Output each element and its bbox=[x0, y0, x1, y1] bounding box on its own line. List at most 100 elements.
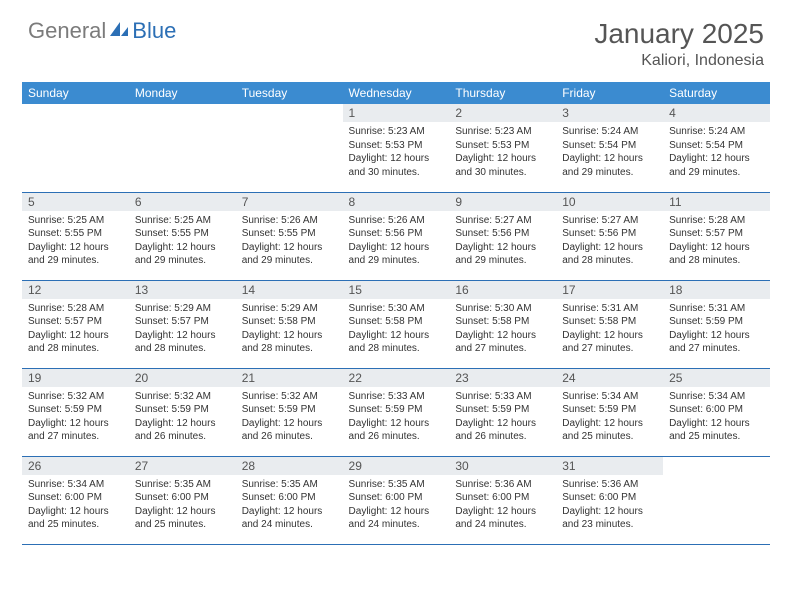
day-header: Monday bbox=[129, 82, 236, 104]
calendar-empty-cell bbox=[663, 456, 770, 544]
day-number: 7 bbox=[236, 193, 343, 211]
calendar-table: SundayMondayTuesdayWednesdayThursdayFrid… bbox=[22, 82, 770, 545]
calendar-day-cell: 30Sunrise: 5:36 AMSunset: 6:00 PMDayligh… bbox=[449, 456, 556, 544]
page-title: January 2025 bbox=[594, 18, 764, 50]
day-number: 15 bbox=[343, 281, 450, 299]
calendar-day-cell: 9Sunrise: 5:27 AMSunset: 5:56 PMDaylight… bbox=[449, 192, 556, 280]
day-details: Sunrise: 5:25 AMSunset: 5:55 PMDaylight:… bbox=[22, 211, 129, 270]
location-label: Kaliori, Indonesia bbox=[594, 52, 764, 70]
calendar-day-cell: 2Sunrise: 5:23 AMSunset: 5:53 PMDaylight… bbox=[449, 104, 556, 192]
day-number: 5 bbox=[22, 193, 129, 211]
day-header: Sunday bbox=[22, 82, 129, 104]
calendar-day-cell: 4Sunrise: 5:24 AMSunset: 5:54 PMDaylight… bbox=[663, 104, 770, 192]
day-details: Sunrise: 5:29 AMSunset: 5:57 PMDaylight:… bbox=[129, 299, 236, 358]
calendar-day-cell: 5Sunrise: 5:25 AMSunset: 5:55 PMDaylight… bbox=[22, 192, 129, 280]
calendar-day-cell: 15Sunrise: 5:30 AMSunset: 5:58 PMDayligh… bbox=[343, 280, 450, 368]
day-number: 6 bbox=[129, 193, 236, 211]
calendar-day-cell: 10Sunrise: 5:27 AMSunset: 5:56 PMDayligh… bbox=[556, 192, 663, 280]
calendar-day-cell: 1Sunrise: 5:23 AMSunset: 5:53 PMDaylight… bbox=[343, 104, 450, 192]
day-number: 19 bbox=[22, 369, 129, 387]
calendar-empty-cell bbox=[22, 104, 129, 192]
day-details: Sunrise: 5:36 AMSunset: 6:00 PMDaylight:… bbox=[449, 475, 556, 534]
day-details: Sunrise: 5:30 AMSunset: 5:58 PMDaylight:… bbox=[449, 299, 556, 358]
day-number: 25 bbox=[663, 369, 770, 387]
day-details: Sunrise: 5:34 AMSunset: 6:00 PMDaylight:… bbox=[663, 387, 770, 446]
day-details: Sunrise: 5:33 AMSunset: 5:59 PMDaylight:… bbox=[343, 387, 450, 446]
day-number: 10 bbox=[556, 193, 663, 211]
calendar-day-cell: 29Sunrise: 5:35 AMSunset: 6:00 PMDayligh… bbox=[343, 456, 450, 544]
day-number: 29 bbox=[343, 457, 450, 475]
calendar-day-cell: 13Sunrise: 5:29 AMSunset: 5:57 PMDayligh… bbox=[129, 280, 236, 368]
day-number: 28 bbox=[236, 457, 343, 475]
day-number: 31 bbox=[556, 457, 663, 475]
day-number: 14 bbox=[236, 281, 343, 299]
day-details: Sunrise: 5:30 AMSunset: 5:58 PMDaylight:… bbox=[343, 299, 450, 358]
calendar-day-cell: 16Sunrise: 5:30 AMSunset: 5:58 PMDayligh… bbox=[449, 280, 556, 368]
calendar-day-cell: 20Sunrise: 5:32 AMSunset: 5:59 PMDayligh… bbox=[129, 368, 236, 456]
calendar-week-row: 19Sunrise: 5:32 AMSunset: 5:59 PMDayligh… bbox=[22, 368, 770, 456]
day-number: 3 bbox=[556, 104, 663, 122]
logo-text-general: General bbox=[28, 18, 106, 44]
calendar-day-cell: 31Sunrise: 5:36 AMSunset: 6:00 PMDayligh… bbox=[556, 456, 663, 544]
day-details: Sunrise: 5:35 AMSunset: 6:00 PMDaylight:… bbox=[236, 475, 343, 534]
day-details: Sunrise: 5:27 AMSunset: 5:56 PMDaylight:… bbox=[449, 211, 556, 270]
calendar-day-cell: 6Sunrise: 5:25 AMSunset: 5:55 PMDaylight… bbox=[129, 192, 236, 280]
day-number: 22 bbox=[343, 369, 450, 387]
calendar-day-cell: 11Sunrise: 5:28 AMSunset: 5:57 PMDayligh… bbox=[663, 192, 770, 280]
day-details: Sunrise: 5:35 AMSunset: 6:00 PMDaylight:… bbox=[129, 475, 236, 534]
day-number: 13 bbox=[129, 281, 236, 299]
day-number: 8 bbox=[343, 193, 450, 211]
day-number: 23 bbox=[449, 369, 556, 387]
day-details: Sunrise: 5:35 AMSunset: 6:00 PMDaylight:… bbox=[343, 475, 450, 534]
day-details: Sunrise: 5:36 AMSunset: 6:00 PMDaylight:… bbox=[556, 475, 663, 534]
day-number: 9 bbox=[449, 193, 556, 211]
day-header: Friday bbox=[556, 82, 663, 104]
day-number: 18 bbox=[663, 281, 770, 299]
header: General Blue January 2025 Kaliori, Indon… bbox=[0, 0, 792, 76]
day-details: Sunrise: 5:25 AMSunset: 5:55 PMDaylight:… bbox=[129, 211, 236, 270]
calendar-day-cell: 7Sunrise: 5:26 AMSunset: 5:55 PMDaylight… bbox=[236, 192, 343, 280]
day-header: Tuesday bbox=[236, 82, 343, 104]
day-details: Sunrise: 5:32 AMSunset: 5:59 PMDaylight:… bbox=[129, 387, 236, 446]
calendar-day-cell: 18Sunrise: 5:31 AMSunset: 5:59 PMDayligh… bbox=[663, 280, 770, 368]
calendar-week-row: 26Sunrise: 5:34 AMSunset: 6:00 PMDayligh… bbox=[22, 456, 770, 544]
day-header: Wednesday bbox=[343, 82, 450, 104]
calendar-header-row: SundayMondayTuesdayWednesdayThursdayFrid… bbox=[22, 82, 770, 104]
logo: General Blue bbox=[28, 18, 176, 44]
calendar-empty-cell bbox=[236, 104, 343, 192]
day-details: Sunrise: 5:28 AMSunset: 5:57 PMDaylight:… bbox=[22, 299, 129, 358]
calendar-week-row: 1Sunrise: 5:23 AMSunset: 5:53 PMDaylight… bbox=[22, 104, 770, 192]
day-number: 12 bbox=[22, 281, 129, 299]
day-number: 30 bbox=[449, 457, 556, 475]
day-details: Sunrise: 5:24 AMSunset: 5:54 PMDaylight:… bbox=[556, 122, 663, 181]
day-number: 4 bbox=[663, 104, 770, 122]
day-details: Sunrise: 5:33 AMSunset: 5:59 PMDaylight:… bbox=[449, 387, 556, 446]
day-header: Saturday bbox=[663, 82, 770, 104]
calendar-day-cell: 23Sunrise: 5:33 AMSunset: 5:59 PMDayligh… bbox=[449, 368, 556, 456]
day-details: Sunrise: 5:26 AMSunset: 5:55 PMDaylight:… bbox=[236, 211, 343, 270]
day-number: 2 bbox=[449, 104, 556, 122]
day-details: Sunrise: 5:24 AMSunset: 5:54 PMDaylight:… bbox=[663, 122, 770, 181]
calendar-week-row: 5Sunrise: 5:25 AMSunset: 5:55 PMDaylight… bbox=[22, 192, 770, 280]
day-details: Sunrise: 5:32 AMSunset: 5:59 PMDaylight:… bbox=[22, 387, 129, 446]
day-number: 24 bbox=[556, 369, 663, 387]
day-details: Sunrise: 5:29 AMSunset: 5:58 PMDaylight:… bbox=[236, 299, 343, 358]
day-details: Sunrise: 5:23 AMSunset: 5:53 PMDaylight:… bbox=[449, 122, 556, 181]
day-number: 27 bbox=[129, 457, 236, 475]
calendar-day-cell: 26Sunrise: 5:34 AMSunset: 6:00 PMDayligh… bbox=[22, 456, 129, 544]
calendar-day-cell: 19Sunrise: 5:32 AMSunset: 5:59 PMDayligh… bbox=[22, 368, 129, 456]
day-details: Sunrise: 5:32 AMSunset: 5:59 PMDaylight:… bbox=[236, 387, 343, 446]
day-number: 16 bbox=[449, 281, 556, 299]
day-number: 17 bbox=[556, 281, 663, 299]
calendar-day-cell: 21Sunrise: 5:32 AMSunset: 5:59 PMDayligh… bbox=[236, 368, 343, 456]
day-details: Sunrise: 5:27 AMSunset: 5:56 PMDaylight:… bbox=[556, 211, 663, 270]
day-number: 11 bbox=[663, 193, 770, 211]
calendar-empty-cell bbox=[129, 104, 236, 192]
day-details: Sunrise: 5:34 AMSunset: 5:59 PMDaylight:… bbox=[556, 387, 663, 446]
calendar-day-cell: 3Sunrise: 5:24 AMSunset: 5:54 PMDaylight… bbox=[556, 104, 663, 192]
calendar-day-cell: 14Sunrise: 5:29 AMSunset: 5:58 PMDayligh… bbox=[236, 280, 343, 368]
calendar-day-cell: 28Sunrise: 5:35 AMSunset: 6:00 PMDayligh… bbox=[236, 456, 343, 544]
calendar-day-cell: 24Sunrise: 5:34 AMSunset: 5:59 PMDayligh… bbox=[556, 368, 663, 456]
calendar-day-cell: 27Sunrise: 5:35 AMSunset: 6:00 PMDayligh… bbox=[129, 456, 236, 544]
day-details: Sunrise: 5:26 AMSunset: 5:56 PMDaylight:… bbox=[343, 211, 450, 270]
